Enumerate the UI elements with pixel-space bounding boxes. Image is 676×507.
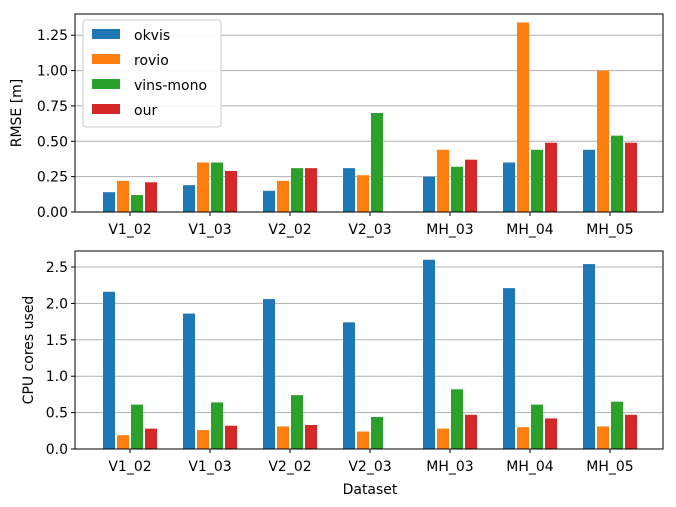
panel0-ytick-label: 0.75 <box>37 99 68 115</box>
panel0-bar-rovio-MH_03 <box>437 149 449 212</box>
panel1-bar-okvis-V2_02 <box>263 299 275 449</box>
panel1-bar-okvis-MH_03 <box>423 259 435 449</box>
panel0-ytick-label: 0.25 <box>37 170 68 186</box>
panel0-bar-rovio-V1_03 <box>197 162 209 212</box>
legend-label-rovio: rovio <box>134 53 169 69</box>
panel0-bar-our-V1_02 <box>145 182 157 212</box>
panel1-xtick-label: V1_03 <box>188 459 231 475</box>
panel0-bar-vins-mono-V1_02 <box>131 195 143 212</box>
panel1-bar-rovio-V2_03 <box>357 431 369 449</box>
bottom-ylabel: CPU cores used <box>21 296 37 405</box>
bar-layer <box>103 22 637 449</box>
panel1-bar-okvis-MH_05 <box>583 264 595 449</box>
panel1-ytick-label: 2.5 <box>46 260 68 276</box>
panel1-ytick-label: 1.0 <box>46 369 68 385</box>
panel1-bar-rovio-V2_02 <box>277 426 289 449</box>
panel1-bar-vins-mono-V2_03 <box>371 416 383 449</box>
panel1-bar-our-MH_04 <box>545 418 557 449</box>
panel1-bar-okvis-V1_02 <box>103 291 115 449</box>
legend-swatch-okvis <box>92 29 120 39</box>
panel0-bar-okvis-V1_02 <box>103 192 115 212</box>
panel0-bar-our-MH_03 <box>465 159 477 212</box>
panel0-bar-vins-mono-MH_03 <box>451 166 463 212</box>
panel0-ytick-label: 1.25 <box>37 28 68 44</box>
panel0-ytick-label: 0.00 <box>37 205 68 221</box>
panel1-xtick-label: MH_03 <box>426 459 473 475</box>
panel1-bar-vins-mono-V1_03 <box>211 402 223 449</box>
panel1-bar-rovio-V1_03 <box>197 430 209 449</box>
panel0-bar-our-MH_05 <box>625 142 637 212</box>
panel1-bar-rovio-V1_02 <box>117 435 129 449</box>
panel0-xtick-label: MH_03 <box>426 222 473 238</box>
panel1-bar-okvis-MH_04 <box>503 288 515 449</box>
panel0-bar-okvis-MH_05 <box>583 149 595 212</box>
panel1-bar-vins-mono-MH_03 <box>451 389 463 449</box>
panel0-xtick-label: V1_03 <box>188 222 231 238</box>
panel0-ytick-label: 0.50 <box>37 134 68 150</box>
panel0-bar-vins-mono-V1_03 <box>211 162 223 212</box>
panel0-bar-vins-mono-MH_05 <box>611 135 623 212</box>
panel1-bar-rovio-MH_05 <box>597 426 609 449</box>
bottom-xlabel: Dataset <box>343 482 398 498</box>
panel1-bar-vins-mono-MH_04 <box>531 404 543 449</box>
panel1-bar-vins-mono-MH_05 <box>611 401 623 449</box>
panel1-bar-vins-mono-V1_02 <box>131 404 143 449</box>
panel1-bar-our-V1_02 <box>145 428 157 449</box>
axes-layer: 0.00 0.25 0.50 0.75 1.00 1.25 V1_02 V1_03 V2_02 V… <box>37 13 664 475</box>
panel1-bar-okvis-V2_03 <box>343 322 355 449</box>
panel1-ytick-label: 0.5 <box>46 406 68 422</box>
panel1-ytick-label: 2.0 <box>46 296 68 312</box>
legend-swatch-our <box>92 104 120 114</box>
panel0-bar-vins-mono-V2_03 <box>371 113 383 212</box>
legend-label-okvis: okvis <box>134 28 170 44</box>
panel1-bar-our-MH_03 <box>465 414 477 449</box>
legend-label-our: our <box>134 103 157 119</box>
panel0-bar-rovio-V2_02 <box>277 180 289 212</box>
panel0-bar-vins-mono-V2_02 <box>291 168 303 212</box>
panel1-xtick-label: V2_03 <box>348 459 391 475</box>
legend: okvis rovio vins-mono our <box>82 19 222 128</box>
panel1-bar-our-MH_05 <box>625 414 637 449</box>
panel0-bar-rovio-MH_05 <box>597 70 609 212</box>
panel0-bar-rovio-V1_02 <box>117 180 129 212</box>
panel0-bar-okvis-MH_03 <box>423 176 435 212</box>
panel1-bar-vins-mono-V2_02 <box>291 395 303 449</box>
panel1-bar-rovio-MH_04 <box>517 427 529 449</box>
panel1-xtick-label: MH_05 <box>586 459 633 475</box>
panel1-bar-rovio-MH_03 <box>437 428 449 449</box>
legend-label-vins-mono: vins-mono <box>134 78 207 94</box>
panel0-ytick-label: 1.00 <box>37 64 68 80</box>
panel1-xtick-label: MH_04 <box>506 459 554 475</box>
legend-swatch-rovio <box>92 54 120 64</box>
panel0-bar-rovio-V2_03 <box>357 175 369 212</box>
panel0-bar-okvis-V2_03 <box>343 168 355 212</box>
panel1-bar-our-V1_03 <box>225 425 237 449</box>
panel0-bar-our-V1_03 <box>225 170 237 212</box>
panel0-bar-okvis-MH_04 <box>503 162 515 212</box>
panel0-xtick-label: V2_02 <box>268 222 311 238</box>
legend-swatch-vins-mono <box>92 79 120 89</box>
panel0-xtick-label: MH_04 <box>506 222 554 238</box>
panel1-bar-our-V2_02 <box>305 424 317 449</box>
panel1-xtick-label: V2_02 <box>268 459 311 475</box>
panel0-xtick-label: MH_05 <box>586 222 633 238</box>
panel1-bar-okvis-V1_03 <box>183 313 195 449</box>
panel0-frame <box>74 13 664 213</box>
panel0-bar-okvis-V2_02 <box>263 190 275 212</box>
panel0-xtick-label: V2_03 <box>348 222 391 238</box>
panel0-bar-our-MH_04 <box>545 142 557 212</box>
top-ylabel: RMSE [m] <box>9 79 25 148</box>
panel1-ytick-label: 0.0 <box>46 442 68 458</box>
panel1-ytick-label: 1.5 <box>46 333 68 349</box>
panel0-bar-vins-mono-MH_04 <box>531 149 543 212</box>
legend-frame <box>82 19 222 128</box>
panel0-bar-our-V2_02 <box>305 168 317 212</box>
panel0-bar-okvis-V1_03 <box>183 185 195 212</box>
panel0-xtick-label: V1_02 <box>108 222 151 238</box>
panel1-xtick-label: V1_02 <box>108 459 151 475</box>
panel1-frame <box>74 250 664 450</box>
panel0-bar-rovio-MH_04 <box>517 22 529 212</box>
